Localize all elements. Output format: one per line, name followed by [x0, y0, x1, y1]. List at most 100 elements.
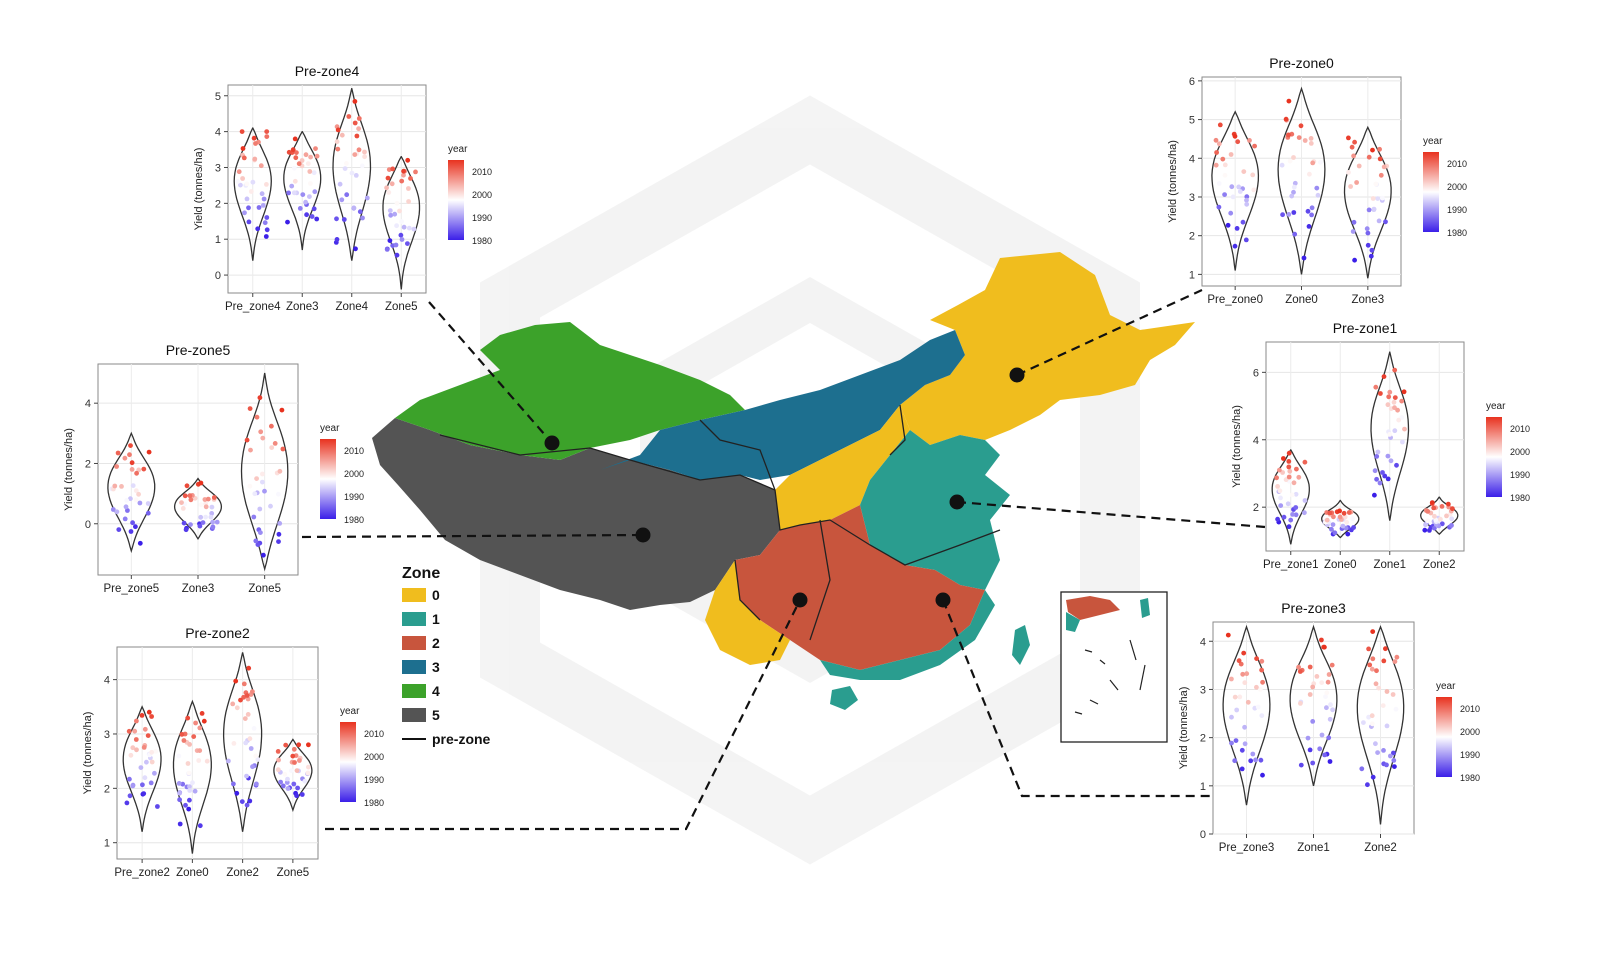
data-point	[1385, 453, 1391, 459]
data-point	[1251, 187, 1257, 193]
data-point	[129, 460, 135, 466]
data-point	[260, 203, 266, 208]
color-legend-title: year	[1486, 401, 1506, 412]
data-point	[1376, 218, 1382, 224]
data-point	[286, 190, 291, 196]
data-point	[399, 178, 405, 184]
data-point	[233, 678, 239, 684]
data-point	[187, 788, 193, 793]
data-point	[193, 720, 199, 726]
data-point	[384, 185, 389, 191]
data-point	[1350, 229, 1356, 234]
data-point	[127, 793, 133, 799]
y-tick-label: 4	[215, 127, 221, 139]
data-point	[311, 170, 317, 176]
violin-shape	[1211, 110, 1260, 271]
map-zone-1-south-coast	[820, 590, 995, 680]
data-point	[210, 519, 216, 525]
y-tick-label: 2	[85, 458, 91, 470]
data-point	[398, 232, 404, 238]
data-point	[130, 745, 136, 751]
data-point	[387, 238, 393, 244]
data-point	[1394, 654, 1400, 660]
data-point	[1241, 169, 1247, 175]
color-legend-tick: 2000	[472, 190, 492, 200]
map-taiwan-island	[1012, 625, 1030, 665]
data-point	[1232, 758, 1238, 764]
data-point	[1373, 681, 1379, 687]
color-legend-tick: 1990	[472, 213, 492, 223]
data-point	[236, 169, 242, 175]
data-point	[264, 182, 269, 187]
data-point	[1351, 219, 1357, 225]
data-point	[246, 205, 251, 211]
data-point	[1216, 181, 1222, 186]
data-point	[1222, 192, 1227, 198]
data-point	[1383, 646, 1388, 652]
data-point	[1309, 212, 1314, 218]
data-point	[1298, 762, 1304, 768]
data-point	[1244, 671, 1250, 677]
data-point	[1396, 417, 1402, 423]
zone-legend-title: Zone	[402, 565, 440, 582]
data-point	[247, 483, 253, 489]
data-point	[362, 154, 367, 160]
data-point	[139, 713, 145, 718]
data-point	[311, 206, 317, 212]
data-point	[148, 780, 154, 786]
data-point	[1365, 230, 1371, 236]
zone-legend-swatch	[402, 708, 426, 722]
data-point	[1260, 679, 1265, 685]
y-tick-label: 3	[1189, 192, 1195, 204]
chart-panel-pre-zone2: 1 2 3 4 Pre-zone2 Yield (tonnes/ha) Pre_zone2 Z…	[82, 625, 384, 879]
data-point	[1234, 226, 1240, 231]
data-point	[1391, 399, 1397, 405]
data-point	[394, 252, 400, 258]
data-point	[185, 761, 191, 766]
data-point	[242, 716, 248, 721]
data-point	[248, 189, 254, 194]
data-point	[312, 189, 318, 195]
data-point	[1222, 162, 1228, 168]
data-point	[155, 804, 160, 809]
data-point	[230, 701, 236, 707]
data-point	[353, 246, 358, 252]
data-point	[246, 665, 252, 671]
y-tick-label: 0	[1200, 829, 1206, 841]
data-point	[179, 732, 185, 737]
violin-shape	[332, 87, 372, 261]
data-point	[302, 778, 308, 784]
data-point	[1319, 680, 1325, 685]
data-point	[1278, 503, 1284, 508]
data-point	[384, 247, 390, 252]
data-point	[257, 506, 263, 512]
data-point	[262, 220, 268, 226]
data-point	[1302, 498, 1308, 503]
data-point	[1213, 162, 1219, 168]
x-tick-label: Zone0	[176, 867, 209, 879]
data-point	[405, 157, 411, 163]
data-point	[280, 783, 286, 789]
data-point	[1229, 184, 1235, 190]
data-point	[292, 178, 298, 184]
data-point	[1375, 196, 1381, 202]
x-tick-label: Zone4	[335, 301, 368, 313]
data-point	[1232, 133, 1238, 139]
data-point	[1378, 391, 1383, 396]
data-point	[181, 738, 187, 743]
data-point	[1222, 172, 1228, 178]
color-legend-tick: 2010	[1460, 704, 1480, 714]
data-point	[344, 161, 349, 166]
data-point	[1235, 139, 1241, 145]
data-point	[1345, 531, 1351, 537]
data-point	[269, 423, 274, 429]
map-zone-4-xinjiang	[395, 322, 745, 460]
data-point	[1431, 505, 1437, 511]
data-point	[1250, 172, 1256, 178]
data-point	[1370, 656, 1376, 662]
data-point	[1392, 428, 1398, 434]
data-point	[1220, 156, 1226, 162]
plot-area	[227, 84, 427, 294]
data-point	[116, 527, 122, 532]
data-point	[1308, 141, 1314, 146]
